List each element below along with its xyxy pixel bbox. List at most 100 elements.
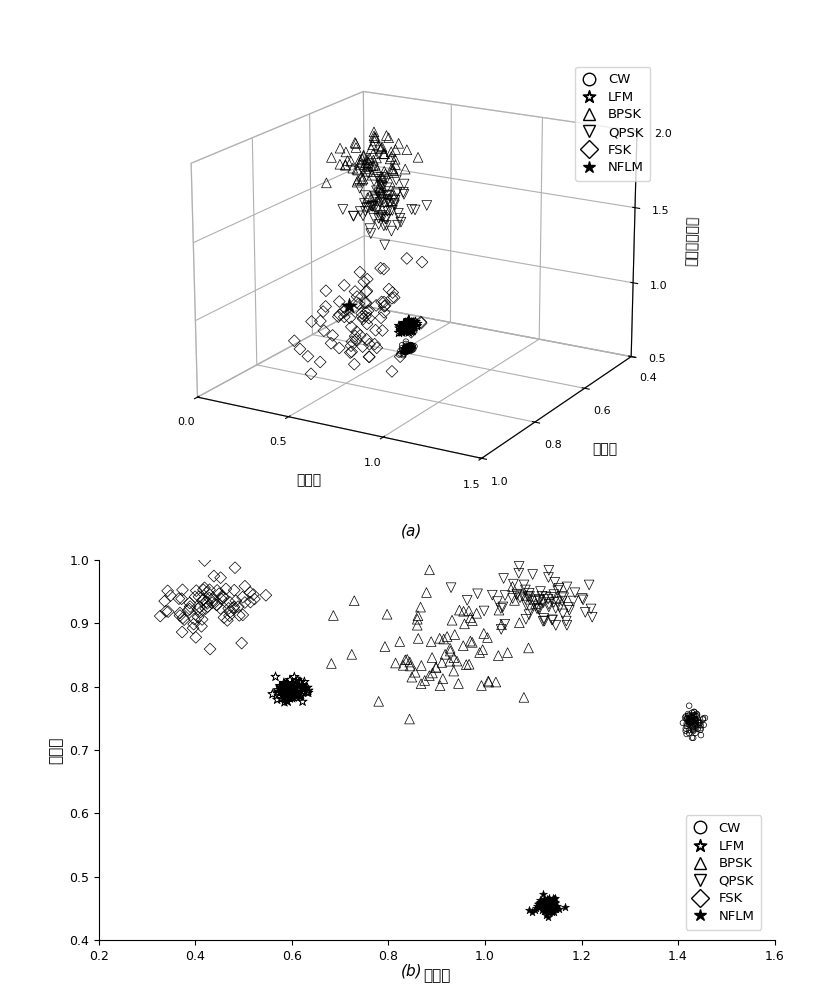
Point [478,603,491,619]
Point [686,722,700,738]
Point [542,898,555,914]
Point [175,591,188,607]
Point [464,633,477,649]
Point [302,682,315,698]
Point [506,591,519,607]
Point [293,681,307,697]
Point [448,627,461,643]
Point [409,664,422,680]
Point [543,898,556,914]
Point [280,692,293,708]
Point [443,640,456,656]
Point [692,714,705,730]
Point [545,899,559,915]
Point [238,595,251,611]
Point [685,713,698,729]
Point [437,631,450,647]
Point [507,576,520,592]
Point [274,681,288,697]
Point [158,593,171,609]
Point [542,899,555,915]
Point [682,714,695,730]
Point [236,607,250,623]
Point [538,894,551,910]
Point [214,600,227,616]
Point [541,901,554,917]
Point [403,711,416,727]
Point [183,601,196,617]
Legend: CW, LFM, BPSK, QPSK, FSK, NFLM: CW, LFM, BPSK, QPSK, FSK, NFLM [575,67,650,181]
Point [536,896,550,912]
Point [542,903,555,919]
Point [688,704,701,720]
Point [491,594,504,610]
Point [537,903,550,919]
Point [578,604,592,620]
Point [287,686,300,702]
Point [443,653,456,669]
Text: (b): (b) [401,963,423,978]
Point [542,904,555,920]
Point [482,673,495,689]
Point [689,707,702,723]
Point [689,712,702,728]
Point [689,717,702,733]
Point [278,674,291,690]
Point [686,730,700,746]
Point [537,894,550,910]
Point [543,903,556,919]
Point [213,586,226,602]
Y-axis label: 模糊燵: 模糊燵 [49,736,63,764]
Point [522,589,535,605]
Point [517,689,531,705]
Point [277,679,290,695]
Point [275,680,288,696]
Point [275,683,288,699]
Point [542,562,555,578]
Point [691,708,704,724]
Point [191,609,204,625]
Point [513,615,526,631]
Point [547,891,560,907]
Point [243,584,256,600]
Point [203,582,216,598]
Point [542,599,555,615]
Point [289,685,302,701]
Point [222,608,236,624]
Point [162,604,175,620]
Point [526,904,539,920]
Point [444,580,457,596]
Point [547,898,560,914]
Point [433,630,447,646]
Point [288,679,301,695]
Point [389,655,402,671]
Point [697,717,710,733]
Point [287,676,300,692]
Point [198,580,211,596]
Point [327,607,340,623]
Point [533,894,546,910]
Point [192,589,205,605]
Point [538,897,551,913]
Point [297,673,311,689]
Point [694,722,707,738]
Point [281,676,294,692]
Point [189,589,202,605]
Point [199,601,213,617]
Point [539,900,552,916]
Point [482,674,495,690]
Point [692,713,705,729]
Point [280,675,293,691]
Point [176,582,189,598]
Point [583,577,596,593]
Point [197,582,210,598]
Point [681,706,695,722]
Point [290,684,303,700]
Point [475,677,488,693]
Point [494,621,508,637]
Point [286,680,299,696]
Point [288,680,301,696]
Point [200,594,213,610]
Point [544,896,557,912]
Point [473,645,486,661]
